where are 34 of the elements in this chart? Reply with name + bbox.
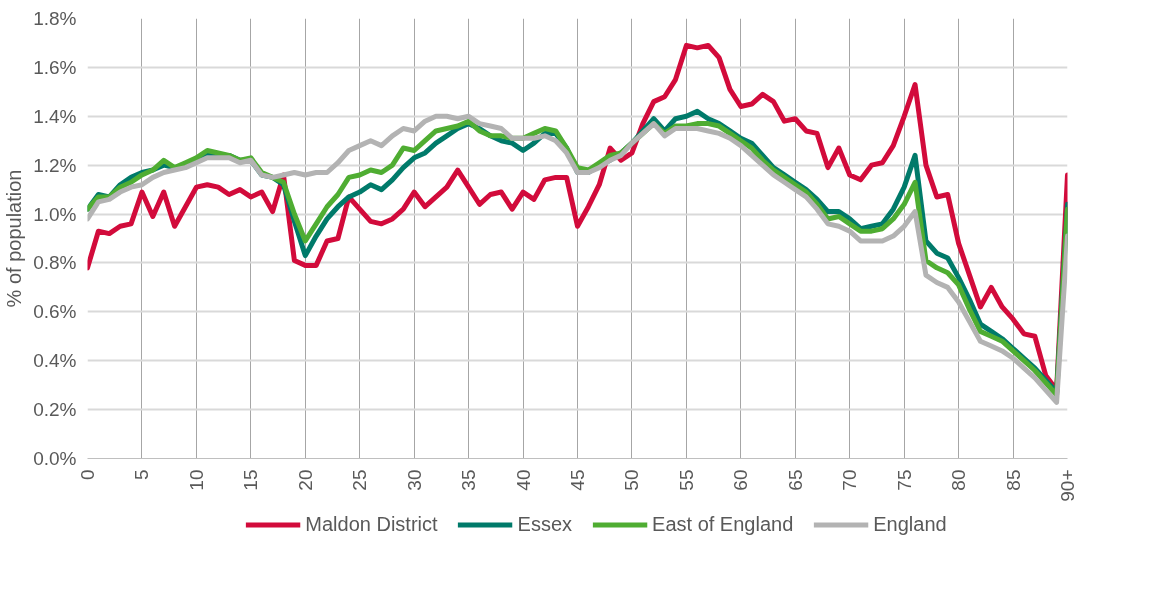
y-axis-title: % of population: [3, 169, 26, 308]
x-tick-label: 10: [185, 469, 207, 491]
y-tick-label: 0.0%: [33, 448, 77, 469]
x-tick-label: 60: [730, 469, 752, 491]
legend-label: Essex: [517, 512, 573, 536]
x-tick-label: 25: [349, 469, 371, 491]
y-tick-label: 1.6%: [33, 56, 77, 78]
legend-label: East of England: [652, 512, 794, 536]
x-tick-label: 15: [240, 469, 262, 491]
x-tick-label: 85: [1002, 469, 1024, 491]
y-tick-label: 1.8%: [33, 8, 77, 29]
x-tick-label: 50: [621, 469, 643, 491]
x-tick-label: 0: [77, 469, 98, 481]
x-tick-label: 20: [294, 469, 316, 491]
y-tick-label: 0.6%: [33, 301, 77, 323]
y-tick-label: 1.0%: [33, 203, 77, 225]
y-tick-label: 0.8%: [33, 252, 77, 274]
x-tick-label: 70: [839, 469, 861, 491]
y-tick-label: 0.2%: [33, 399, 77, 421]
y-tick-label: 1.4%: [33, 105, 77, 127]
y-tick-label: 0.4%: [33, 350, 77, 372]
legend-label: England: [873, 512, 947, 536]
x-tick-label: 45: [567, 469, 588, 491]
x-tick-label: 75: [893, 469, 915, 491]
x-tick-label: 30: [403, 469, 425, 491]
x-tick-label: 35: [458, 469, 480, 491]
x-tick-label: 65: [784, 469, 806, 491]
y-tick-label: 1.2%: [33, 154, 77, 176]
x-tick-label: 80: [948, 469, 970, 491]
x-tick-label: 55: [675, 469, 697, 491]
x-tick-label: 90+: [1057, 469, 1078, 502]
x-tick-label: 5: [131, 469, 153, 481]
legend-label: Maldon District: [305, 512, 438, 536]
x-tick-label: 40: [512, 469, 534, 491]
